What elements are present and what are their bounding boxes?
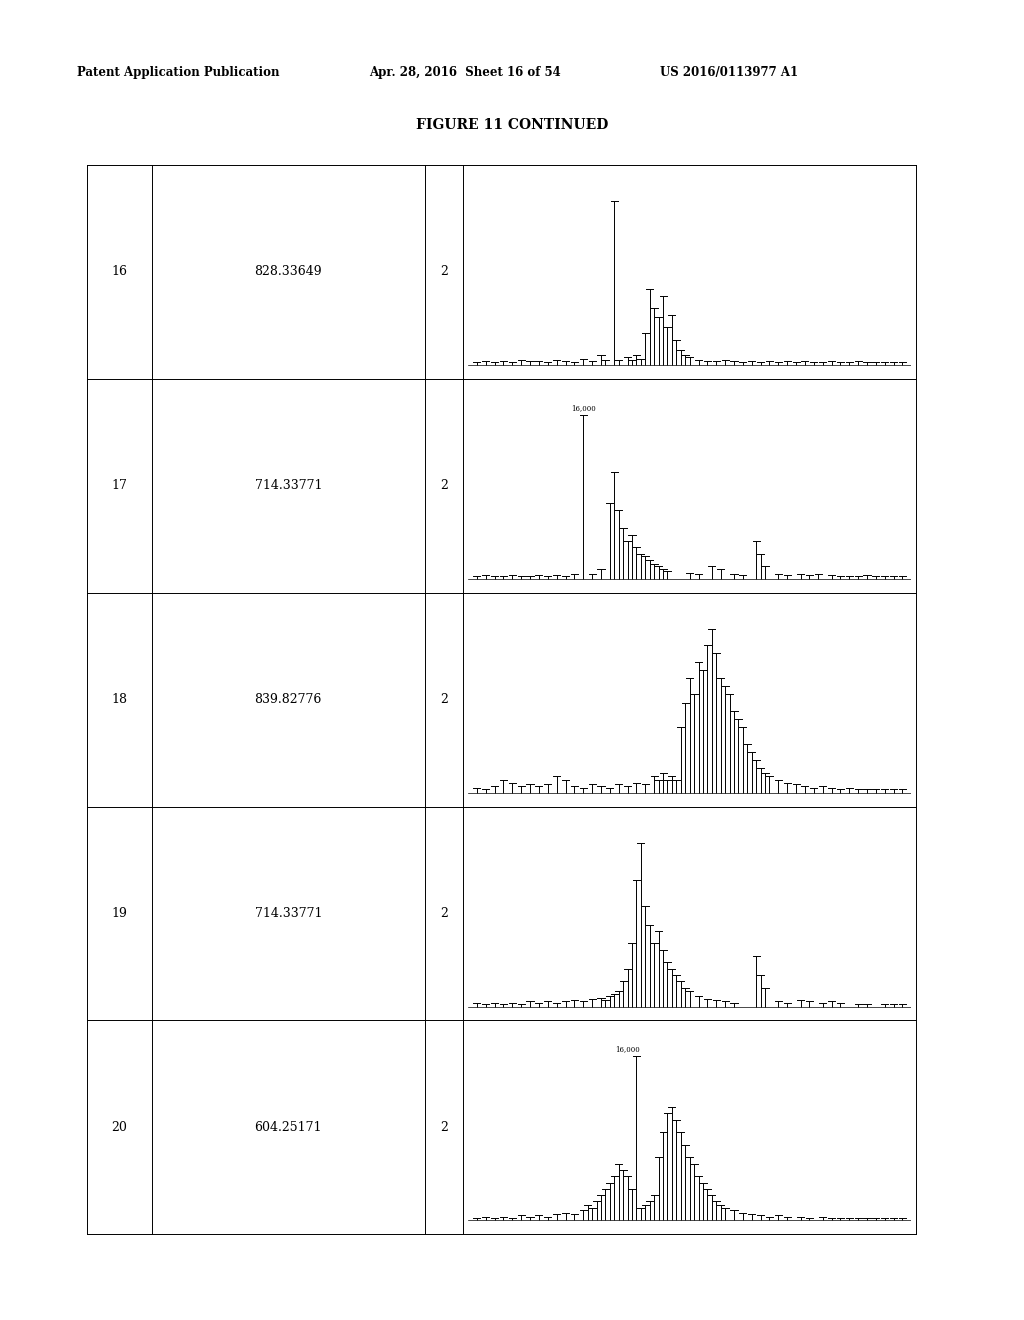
Text: US 2016/0113977 A1: US 2016/0113977 A1 [660, 66, 799, 79]
Text: 17: 17 [112, 479, 127, 492]
Text: 16,000: 16,000 [615, 1045, 640, 1053]
Text: 16: 16 [112, 265, 127, 279]
Text: Apr. 28, 2016  Sheet 16 of 54: Apr. 28, 2016 Sheet 16 of 54 [369, 66, 560, 79]
Text: 19: 19 [112, 907, 127, 920]
Text: FIGURE 11 CONTINUED: FIGURE 11 CONTINUED [416, 119, 608, 132]
Text: 2: 2 [440, 693, 447, 706]
Text: 828.33649: 828.33649 [254, 265, 323, 279]
Text: 714.33771: 714.33771 [255, 479, 322, 492]
Text: Patent Application Publication: Patent Application Publication [77, 66, 280, 79]
Text: 2: 2 [440, 479, 447, 492]
Text: 2: 2 [440, 907, 447, 920]
Text: 604.25171: 604.25171 [255, 1121, 322, 1134]
Text: 18: 18 [112, 693, 127, 706]
Text: 714.33771: 714.33771 [255, 907, 322, 920]
Text: 16,000: 16,000 [570, 404, 596, 412]
Text: 2: 2 [440, 265, 447, 279]
Text: 20: 20 [112, 1121, 127, 1134]
Text: 2: 2 [440, 1121, 447, 1134]
Text: 839.82776: 839.82776 [255, 693, 322, 706]
